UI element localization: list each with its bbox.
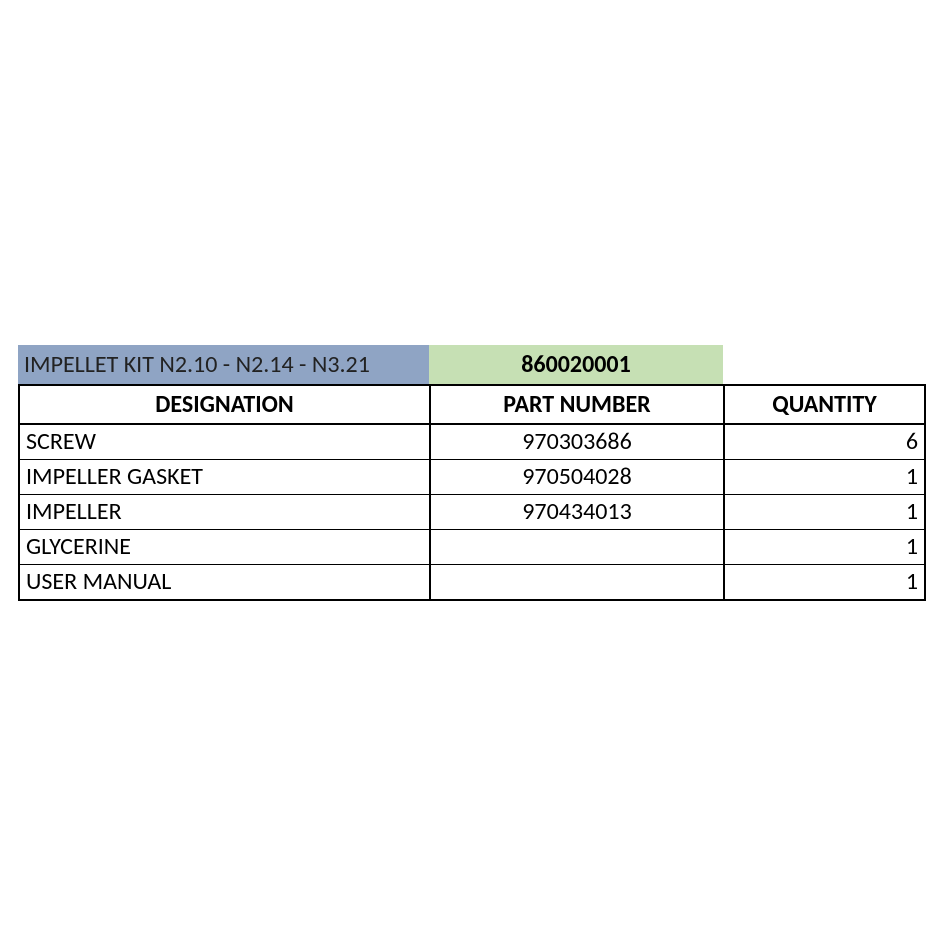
cell-designation: USER MANUAL [19,565,430,601]
cell-quantity: 1 [724,565,925,601]
cell-designation: SCREW [19,424,430,460]
cell-quantity: 1 [724,530,925,565]
header-row: DESIGNATIONPART NUMBERQUANTITY [19,385,925,424]
header-part-number: PART NUMBER [430,385,724,424]
cell-quantity: 1 [724,495,925,530]
parts-table-container: IMPELLET KIT N2.10 - N2.14 - N3.21 86002… [18,345,924,601]
kit-name-cell: IMPELLET KIT N2.10 - N2.14 - N3.21 [18,345,429,384]
cell-part_number: 970504028 [430,460,724,495]
parts-tbody: SCREW9703036866IMPELLER GASKET9705040281… [19,424,925,600]
table-row: IMPELLER GASKET9705040281 [19,460,925,495]
cell-part_number [430,530,724,565]
cell-quantity: 6 [724,424,925,460]
cell-designation: IMPELLER GASKET [19,460,430,495]
cell-part_number: 970303686 [430,424,724,460]
table-row: IMPELLER9704340131 [19,495,925,530]
parts-table: DESIGNATIONPART NUMBERQUANTITY SCREW9703… [18,384,926,601]
cell-part_number: 970434013 [430,495,724,530]
header-quantity: QUANTITY [724,385,925,424]
header-designation: DESIGNATION [19,385,430,424]
cell-part_number [430,565,724,601]
cell-designation: IMPELLER [19,495,430,530]
table-row: USER MANUAL 1 [19,565,925,601]
cell-designation: GLYCERINE [19,530,430,565]
kit-number-cell: 860020001 [429,345,723,384]
cell-quantity: 1 [724,460,925,495]
table-row: GLYCERINE 1 [19,530,925,565]
table-row: SCREW9703036866 [19,424,925,460]
title-row: IMPELLET KIT N2.10 - N2.14 - N3.21 86002… [18,345,924,384]
title-blank-cell [723,345,924,384]
